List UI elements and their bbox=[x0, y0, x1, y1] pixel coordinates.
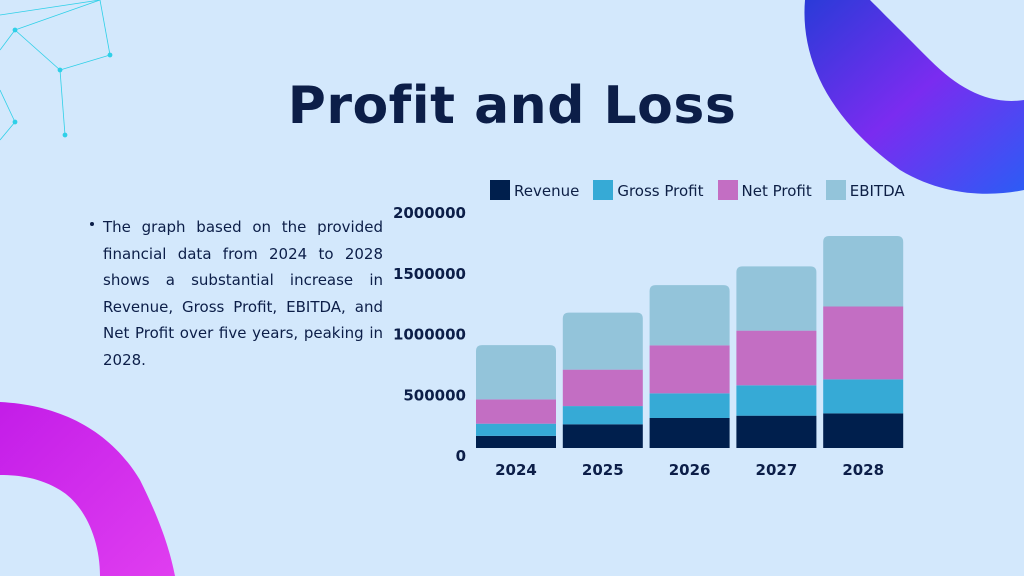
bar-segment-revenue bbox=[649, 417, 730, 448]
x-tick-label: 2028 bbox=[842, 461, 884, 479]
chart-legend: Revenue Gross Profit Net Profit EBITDA bbox=[490, 180, 905, 200]
x-tick-label: 2025 bbox=[582, 461, 624, 479]
bar-segment-gross-profit bbox=[476, 423, 556, 436]
y-tick-label: 0 bbox=[456, 447, 466, 465]
y-tick-label: 2000000 bbox=[393, 204, 466, 222]
bar-segment-net-profit bbox=[736, 330, 817, 386]
network-lines-decoration bbox=[0, 0, 113, 141]
legend-label: Net Profit bbox=[741, 182, 812, 200]
bar-segment-gross-profit bbox=[649, 393, 730, 418]
bar-segment-net-profit bbox=[476, 399, 556, 424]
bar-segment-ebitda bbox=[823, 235, 904, 307]
bar-segment-ebitda bbox=[476, 345, 556, 400]
bar-segment-gross-profit bbox=[736, 385, 817, 416]
legend-label: Gross Profit bbox=[617, 182, 704, 200]
bar-segment-revenue bbox=[736, 415, 817, 448]
bar-segment-net-profit bbox=[823, 306, 904, 380]
y-tick-label: 500000 bbox=[403, 386, 466, 404]
x-tick-label: 2024 bbox=[495, 461, 537, 479]
legend-swatch bbox=[717, 180, 738, 200]
legend-item-revenue: Revenue bbox=[490, 180, 579, 200]
bar-segment-gross-profit bbox=[823, 379, 904, 414]
bar-segment-ebitda bbox=[736, 266, 817, 331]
legend-swatch bbox=[490, 180, 510, 200]
bar-segment-ebitda bbox=[649, 285, 730, 346]
y-tick-label: 1000000 bbox=[393, 326, 466, 344]
bar-segment-net-profit bbox=[649, 345, 730, 394]
x-tick-label: 2026 bbox=[669, 461, 711, 479]
legend-item-gross-profit: Gross Profit bbox=[593, 180, 704, 200]
bar-segment-net-profit bbox=[562, 369, 643, 407]
bar-segment-revenue bbox=[476, 435, 556, 448]
blue-ribbon-decoration bbox=[804, 0, 1024, 194]
y-tick-label: 1500000 bbox=[393, 265, 466, 283]
legend-item-ebitda: EBITDA bbox=[825, 180, 905, 200]
bar-segment-revenue bbox=[562, 424, 643, 448]
page-title: Profit and Loss bbox=[287, 76, 737, 136]
legend-item-net-profit: Net Profit bbox=[717, 180, 812, 200]
legend-label: Revenue bbox=[514, 182, 580, 200]
magenta-ribbon-decoration bbox=[0, 402, 175, 576]
bar-segment-ebitda bbox=[562, 312, 643, 370]
summary-bullet: The graph based on the provided financia… bbox=[90, 214, 383, 373]
bar-segment-gross-profit bbox=[562, 406, 643, 425]
x-tick-label: 2027 bbox=[756, 461, 798, 479]
bar-segment-revenue bbox=[823, 413, 904, 448]
legend-swatch bbox=[593, 180, 614, 200]
legend-swatch bbox=[825, 180, 846, 200]
legend-label: EBITDA bbox=[849, 182, 905, 200]
